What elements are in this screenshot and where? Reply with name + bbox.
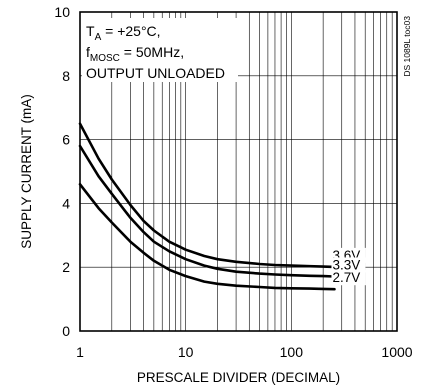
series-label: 2.7V (332, 270, 360, 285)
plot-frame (79, 11, 398, 332)
series-layer: 3.6V3.3V2.7V (78, 122, 366, 291)
series-line-2-7v (78, 183, 336, 291)
series-label-bg (331, 270, 366, 286)
series-line-3-3v (78, 144, 336, 278)
annotation-f-symbol: f (86, 44, 90, 60)
x-tick-label: 10 (178, 344, 194, 360)
y-tick-labels: 0 2 4 6 8 10 (54, 4, 70, 339)
annotation-temperature: TA = +25°C, (86, 23, 161, 43)
annotation-f-value: = 50MHz, (120, 44, 184, 60)
y-axis-title: SUPPLY CURRENT (mA) (19, 94, 34, 249)
annotation-frequency: fMOSC = 50MHz, (86, 44, 184, 64)
x-axis-title: PRESCALE DIVIDER (DECIMAL) (137, 370, 340, 385)
x-tick-label: 1000 (381, 344, 412, 360)
y-tick-label: 10 (54, 4, 70, 20)
y-tick-label: 0 (62, 323, 70, 339)
annotation-t-subscript: A (95, 32, 102, 43)
figure-id: DS 1089L toc03 (402, 16, 412, 77)
x-tick-labels: 1 10 100 1000 (76, 344, 413, 360)
conditions-annotation: TA = +25°C, fMOSC = 50MHz, OUTPUT UNLOAD… (82, 18, 238, 82)
x-tick-label: 100 (280, 344, 304, 360)
annotation-t-value: = +25°C, (101, 23, 160, 39)
annotation-t-symbol: T (86, 23, 95, 39)
series-label: 3.3V (332, 257, 360, 272)
y-tick-label: 6 (62, 132, 70, 148)
series-label-bg (331, 257, 366, 273)
y-tick-label: 8 (62, 68, 70, 84)
x-tick-label: 1 (76, 344, 84, 360)
series-line-3-6v (78, 122, 336, 269)
annotation-output: OUTPUT UNLOADED (86, 65, 225, 81)
y-tick-label: 4 (62, 195, 70, 211)
y-tick-label: 2 (62, 259, 70, 275)
annotation-f-subscript: MOSC (90, 53, 120, 64)
